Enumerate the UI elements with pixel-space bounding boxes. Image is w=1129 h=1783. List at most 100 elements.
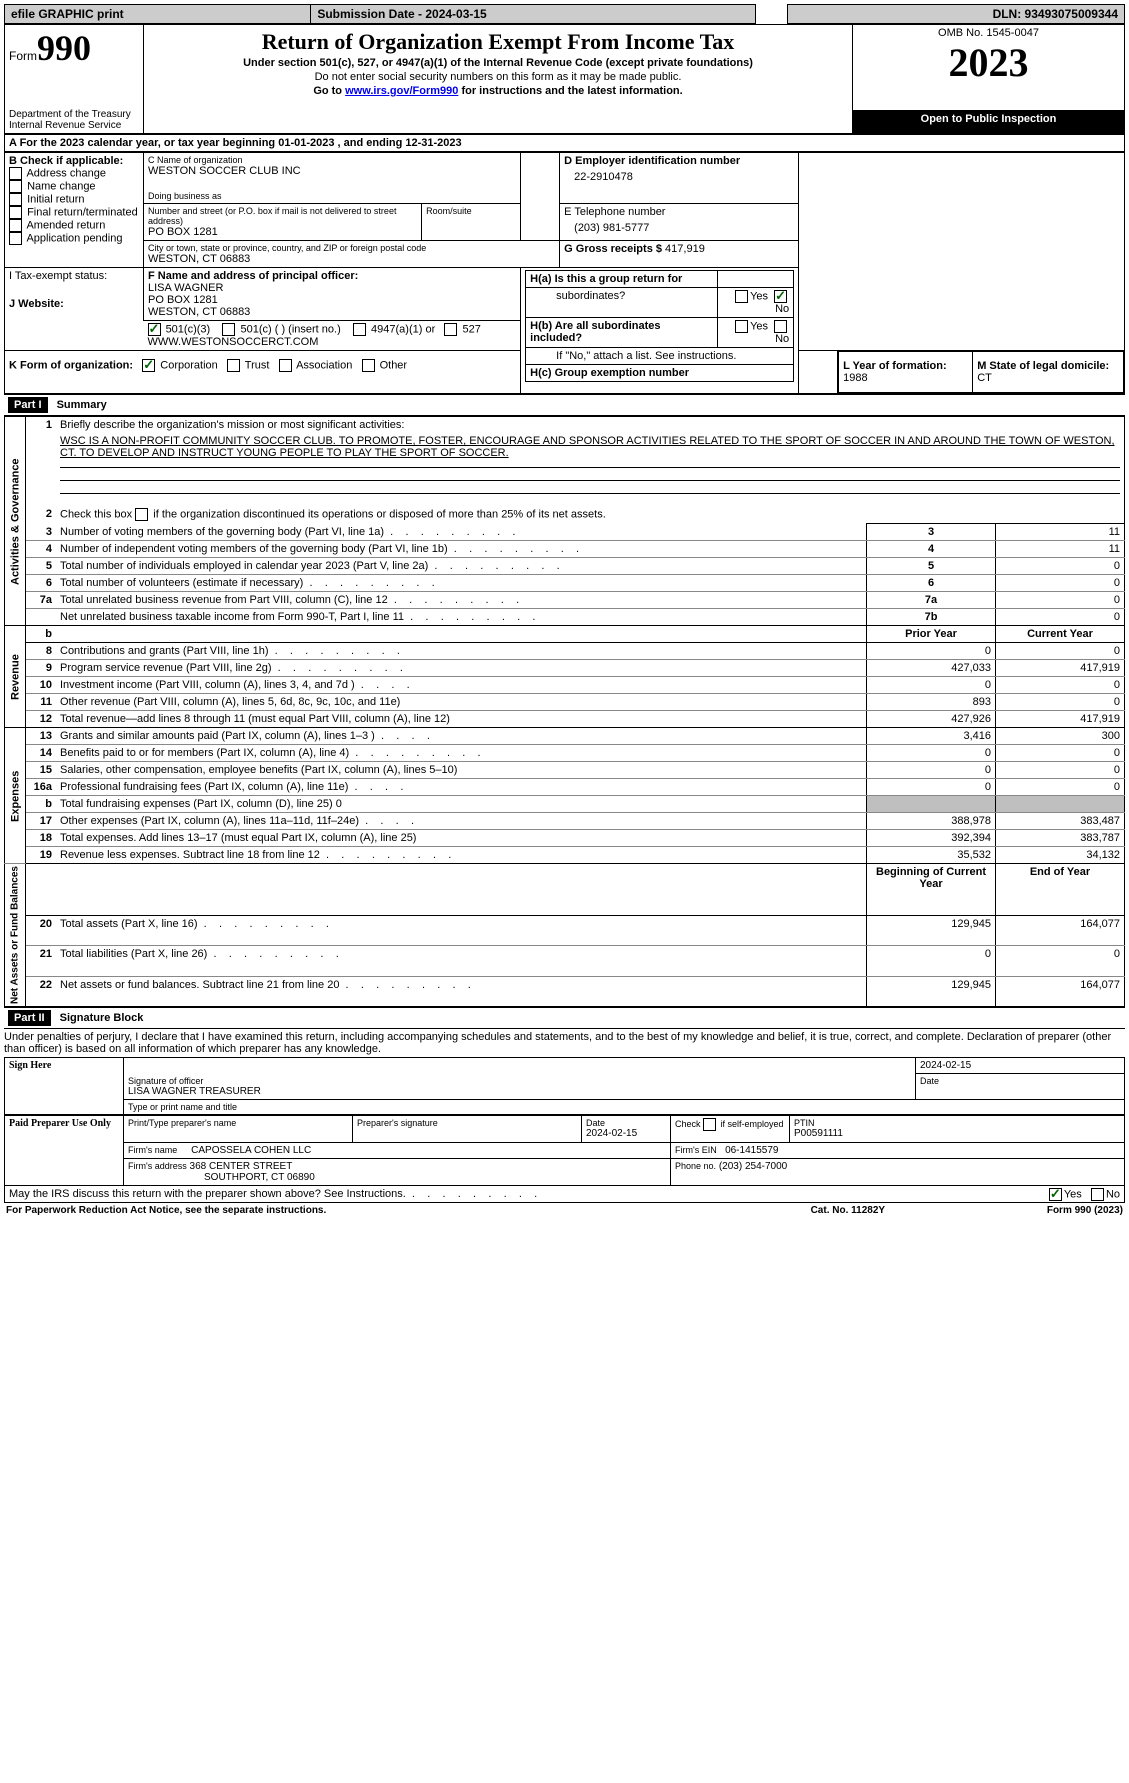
line3-value: 11 (996, 524, 1125, 541)
check-527[interactable] (444, 323, 457, 336)
check-self-employed[interactable] (703, 1118, 716, 1131)
firm-phone: (203) 254-7000 (719, 1161, 787, 1172)
ptin-value: P00591111 (794, 1128, 1120, 1139)
dept-treasury: Department of the Treasury (9, 109, 139, 120)
header-sub1: Under section 501(c), 527, or 4947(a)(1)… (148, 57, 848, 69)
gross-receipts-label: G Gross receipts $ (564, 243, 662, 255)
line6-value: 0 (996, 575, 1125, 592)
part2-label: Part II (8, 1010, 51, 1026)
dln: DLN: 93493075009344 (787, 5, 1124, 24)
org-address: PO BOX 1281 (148, 226, 417, 238)
identification-block: B Check if applicable: Address change Na… (4, 152, 1125, 394)
officer-signature: LISA WAGNER TREASURER (128, 1086, 911, 1097)
form-title: Return of Organization Exempt From Incom… (148, 29, 848, 55)
row-a: A For the 2023 calendar year, or tax yea… (4, 134, 1125, 152)
omb-number: OMB No. 1545-0047 (857, 27, 1120, 39)
firm-ein: 06-1415579 (725, 1145, 778, 1156)
firm-addr2: SOUTHPORT, CT 06890 (128, 1172, 315, 1183)
part1-header: Part I Summary (4, 394, 1125, 416)
check-other[interactable] (362, 359, 375, 372)
ha-yes[interactable] (735, 290, 748, 303)
org-city: WESTON, CT 06883 (148, 253, 555, 265)
check-application-pending[interactable] (9, 232, 22, 245)
phone-label: E Telephone number (564, 206, 794, 218)
ha-no[interactable] (774, 290, 787, 303)
section-governance: Activities & Governance (5, 417, 26, 626)
check-final-return[interactable] (9, 206, 22, 219)
check-discontinued[interactable] (135, 508, 148, 521)
dept-irs: Internal Revenue Service (9, 120, 139, 131)
footer-mid: Cat. No. 11282Y (757, 1203, 939, 1218)
section-revenue: Revenue (5, 626, 26, 728)
firm-addr1: 368 CENTER STREET (190, 1161, 293, 1172)
perjury-text: Under penalties of perjury, I declare th… (4, 1029, 1125, 1057)
section-expenses: Expenses (5, 728, 26, 864)
phone-value: (203) 981-5777 (564, 218, 794, 234)
org-name-label: C Name of organization (148, 155, 516, 165)
signature-block: Sign Here 2024-02-15 Signature of office… (4, 1057, 1125, 1115)
officer-city: WESTON, CT 06883 (148, 306, 516, 318)
part1-title: Summary (51, 397, 113, 413)
check-name-change[interactable] (9, 180, 22, 193)
part2-title: Signature Block (54, 1010, 150, 1026)
topbar: efile GRAPHIC print Submission Date - 20… (4, 4, 1125, 24)
irs-link[interactable]: www.irs.gov/Form990 (345, 85, 458, 97)
mission-text: WSC IS A NON-PROFIT COMMUNITY SOCCER CLU… (56, 433, 1125, 461)
efile-label: efile GRAPHIC print (5, 5, 311, 24)
discuss-no[interactable] (1091, 1188, 1104, 1201)
prior-year-header: Prior Year (867, 626, 996, 643)
open-to-public: Open to Public Inspection (853, 111, 1125, 134)
hb-yes[interactable] (735, 320, 748, 333)
line5-value: 0 (996, 558, 1125, 575)
line4-value: 11 (996, 541, 1125, 558)
website-value: WWW.WESTONSOCCERCT.COM (148, 336, 517, 348)
ein-value: 22-2910478 (564, 167, 794, 183)
gross-receipts-value: 417,919 (665, 243, 705, 255)
check-initial-return[interactable] (9, 193, 22, 206)
sign-date: 2024-02-15 (916, 1058, 1125, 1074)
preparer-date: 2024-02-15 (586, 1128, 666, 1139)
org-name: WESTON SOCCER CLUB INC (148, 165, 516, 177)
hb-no[interactable] (774, 320, 787, 333)
section-net-assets: Net Assets or Fund Balances (5, 864, 26, 1007)
ein-label: D Employer identification number (564, 155, 794, 167)
beginning-year-header: Beginning of Current Year (867, 864, 996, 916)
check-amended-return[interactable] (9, 219, 22, 232)
form-header: Form990 Department of the Treasury Inter… (4, 24, 1125, 134)
discuss-row: May the IRS discuss this return with the… (4, 1186, 1125, 1203)
box-b-label: B Check if applicable: (9, 155, 139, 167)
officer-name: LISA WAGNER (148, 282, 516, 294)
end-year-header: End of Year (996, 864, 1125, 916)
tax-year: 2023 (857, 39, 1120, 86)
preparer-block: Paid Preparer Use Only Print/Type prepar… (4, 1115, 1125, 1186)
header-sub2: Do not enter social security numbers on … (148, 71, 848, 83)
page-footer: For Paperwork Reduction Act Notice, see … (4, 1203, 1125, 1218)
officer-addr: PO BOX 1281 (148, 294, 516, 306)
state-domicile: CT (977, 372, 992, 384)
footer-left: For Paperwork Reduction Act Notice, see … (4, 1203, 757, 1218)
summary-table: Activities & Governance 1 Briefly descri… (4, 416, 1125, 1007)
paid-preparer-label: Paid Preparer Use Only (5, 1115, 124, 1185)
form-number: 990 (37, 28, 91, 68)
part2-header: Part II Signature Block (4, 1007, 1125, 1029)
check-501c[interactable] (222, 323, 235, 336)
submission-date: Submission Date - 2024-03-15 (311, 5, 756, 24)
check-address-change[interactable] (9, 167, 22, 180)
form-word: Form (9, 49, 37, 63)
header-sub3-pre: Go to (313, 85, 345, 97)
check-association[interactable] (279, 359, 292, 372)
check-4947[interactable] (353, 323, 366, 336)
check-501c3[interactable] (148, 323, 161, 336)
check-trust[interactable] (227, 359, 240, 372)
part1-label: Part I (8, 397, 48, 413)
year-formation: 1988 (843, 372, 867, 384)
check-corporation[interactable] (142, 359, 155, 372)
header-sub3-post: for instructions and the latest informat… (458, 85, 682, 97)
firm-name: CAPOSSELA COHEN LLC (191, 1145, 311, 1156)
website-label: J Website: (9, 298, 139, 310)
current-year-header: Current Year (996, 626, 1125, 643)
discuss-yes[interactable] (1049, 1188, 1062, 1201)
sign-here-label: Sign Here (5, 1058, 124, 1115)
line7b-value: 0 (996, 609, 1125, 626)
line7a-value: 0 (996, 592, 1125, 609)
